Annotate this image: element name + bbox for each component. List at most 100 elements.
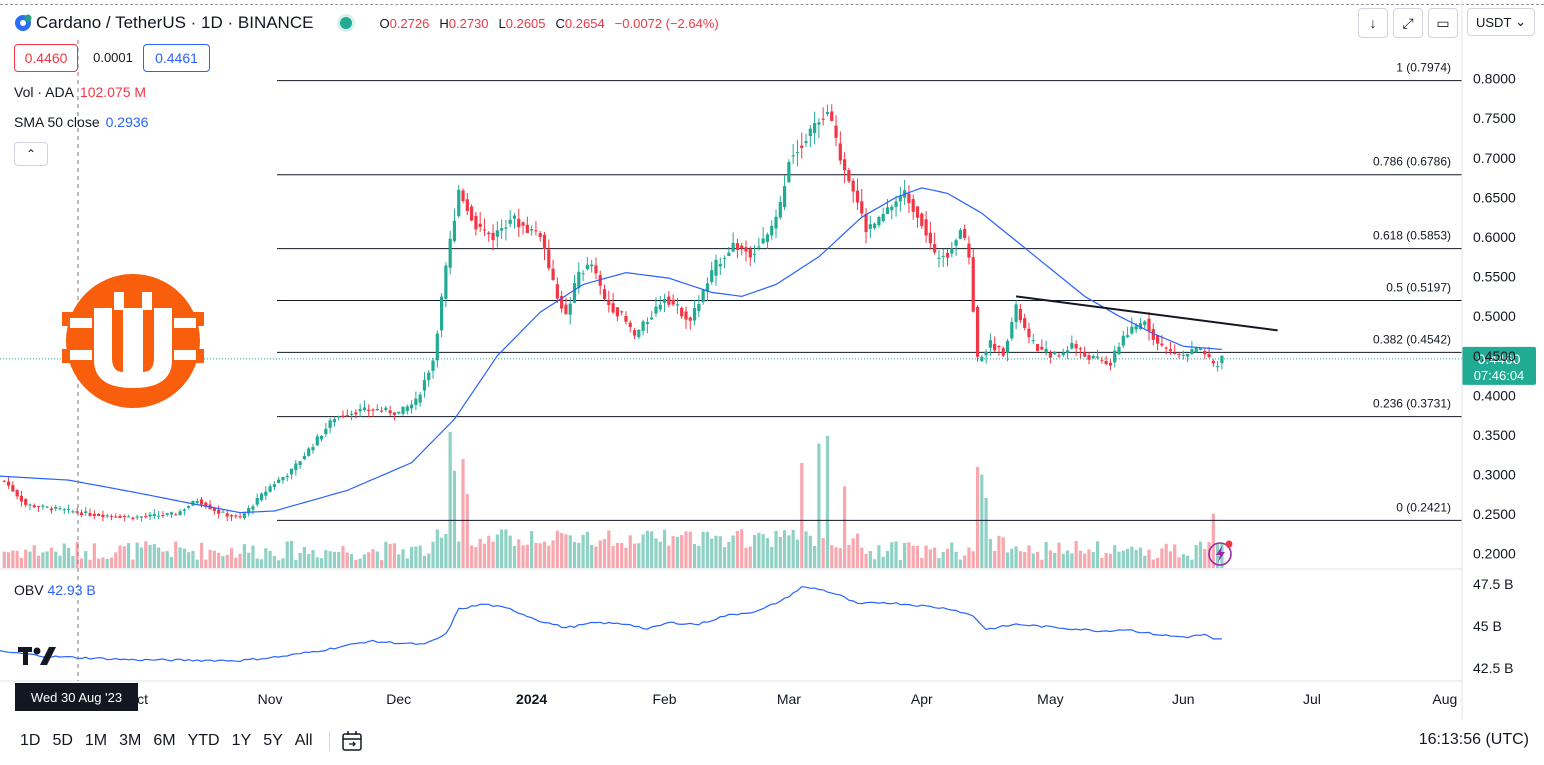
time-axis[interactable]: OctNovDec2024FebMarAprMayJunJulAug bbox=[0, 680, 1462, 707]
candle-body bbox=[637, 329, 641, 338]
timeframe-ytd[interactable]: YTD bbox=[187, 732, 220, 749]
volume-bar bbox=[500, 529, 504, 568]
trendline[interactable] bbox=[1015, 295, 1278, 332]
symbol-header[interactable]: Cardano / TetherUS · 1D · BINANCE O0.272… bbox=[14, 11, 719, 35]
volume-bar bbox=[62, 543, 66, 568]
volume-bar bbox=[79, 558, 84, 568]
volume-bar bbox=[508, 535, 512, 568]
candle-body bbox=[701, 290, 705, 303]
timeframe-all[interactable]: All bbox=[294, 732, 313, 749]
volume-bar bbox=[148, 544, 152, 568]
volume-bar bbox=[255, 558, 259, 568]
candle-body bbox=[1220, 356, 1224, 364]
candle-body bbox=[435, 333, 439, 361]
volume-bar bbox=[131, 559, 135, 568]
candle-body bbox=[281, 476, 285, 481]
down-arrow-button[interactable]: ↓ bbox=[1358, 8, 1388, 38]
candle-body bbox=[217, 509, 221, 514]
volume-bar bbox=[15, 550, 19, 568]
candle-body bbox=[624, 316, 628, 322]
candle-body bbox=[448, 238, 452, 268]
candle-body bbox=[547, 249, 551, 269]
volume-bar bbox=[740, 529, 744, 568]
candle-body bbox=[598, 275, 602, 286]
candle-body bbox=[782, 186, 787, 208]
fullscreen-button[interactable]: ⤢ bbox=[1393, 8, 1423, 38]
volume-legend[interactable]: Vol · ADA 102.075 M bbox=[14, 84, 146, 100]
candle-body bbox=[1083, 352, 1087, 357]
price-tick-label: 0.4000 bbox=[1473, 387, 1516, 403]
timeframe-1m[interactable]: 1M bbox=[84, 732, 108, 749]
volume-bar bbox=[774, 530, 778, 568]
candle-body bbox=[825, 112, 830, 114]
timeframe-5y[interactable]: 5Y bbox=[263, 732, 283, 749]
volume-bar bbox=[954, 551, 958, 568]
candle-body bbox=[1031, 340, 1035, 342]
obv-legend[interactable]: OBV 42.93 B bbox=[14, 582, 96, 598]
price-tick-label: 0.8000 bbox=[1473, 71, 1516, 87]
volume-bar bbox=[1130, 546, 1134, 568]
timeframe-3m[interactable]: 3M bbox=[119, 732, 142, 749]
collapse-legend-button[interactable]: ⌃ bbox=[14, 142, 48, 166]
volume-bar bbox=[590, 544, 594, 568]
candle-body bbox=[97, 513, 101, 516]
volume-bar bbox=[174, 541, 178, 568]
price-axis[interactable]: 0.8000 0.7500 0.7000 0.6500 0.6000 0.5500 0.50… bbox=[1461, 0, 1516, 720]
volume-bar bbox=[988, 538, 992, 568]
volume-bar bbox=[834, 547, 838, 568]
price-tick-label: 0.3500 bbox=[1473, 427, 1516, 443]
watermark-logo bbox=[62, 274, 204, 408]
timeframe-1y[interactable]: 1Y bbox=[231, 732, 252, 749]
sell-price-button[interactable]: 0.4460 bbox=[14, 44, 78, 72]
volume-bar bbox=[182, 548, 186, 568]
volume-bar bbox=[1044, 542, 1048, 568]
price-tick-label: 0.2000 bbox=[1473, 546, 1516, 562]
timeframe-6m[interactable]: 6M bbox=[153, 732, 176, 749]
volume-bar bbox=[1040, 559, 1044, 568]
volume-bar bbox=[804, 531, 808, 568]
lightning-alert-icon[interactable] bbox=[1207, 539, 1235, 567]
candle-body bbox=[345, 415, 349, 417]
snapshot-button[interactable]: ▭ bbox=[1428, 8, 1458, 38]
volume-bar bbox=[1023, 552, 1027, 568]
candle-body bbox=[860, 201, 864, 214]
utc-clock[interactable]: 16:13:56 (UTC) bbox=[1418, 731, 1529, 748]
volume-bar bbox=[993, 551, 997, 568]
volume-bar bbox=[367, 552, 371, 568]
volume-bar bbox=[281, 558, 285, 568]
volume-bar bbox=[705, 532, 710, 568]
candle-body bbox=[1151, 329, 1155, 340]
volume-bar bbox=[268, 550, 272, 568]
sma-legend[interactable]: SMA 50 close 0.2936 bbox=[14, 114, 148, 130]
candle-body bbox=[1164, 347, 1168, 349]
candle-body bbox=[555, 284, 559, 299]
sma-line bbox=[0, 187, 1222, 514]
volume-bar bbox=[405, 558, 409, 568]
timeframe-5d[interactable]: 5D bbox=[52, 732, 73, 749]
candle-body bbox=[1130, 326, 1134, 334]
candle-body bbox=[465, 199, 469, 211]
candle-body bbox=[92, 513, 96, 516]
candle-body bbox=[662, 299, 667, 303]
candle-body bbox=[19, 495, 24, 502]
volume-bar bbox=[534, 542, 538, 568]
candle-body bbox=[1100, 359, 1104, 361]
buy-price-button[interactable]: 0.4461 bbox=[143, 44, 210, 72]
volume-bar bbox=[435, 529, 439, 568]
candle-body bbox=[315, 436, 319, 446]
candle-body bbox=[277, 479, 281, 483]
candle-body bbox=[332, 419, 337, 423]
volume-bar bbox=[907, 542, 911, 568]
currency-select[interactable]: USDT ⌄ bbox=[1467, 8, 1535, 36]
volume-bar bbox=[251, 545, 255, 568]
time-tick-label: Jul bbox=[1303, 691, 1321, 707]
calendar-range-icon[interactable] bbox=[340, 729, 364, 753]
timeframe-1d[interactable]: 1D bbox=[20, 732, 41, 749]
symbol-title[interactable]: Cardano / TetherUS · 1D · BINANCE bbox=[36, 13, 314, 32]
volume-bar bbox=[418, 545, 422, 568]
candle-body bbox=[1113, 350, 1117, 363]
volume-bar bbox=[28, 551, 32, 568]
candle-body bbox=[11, 485, 15, 492]
